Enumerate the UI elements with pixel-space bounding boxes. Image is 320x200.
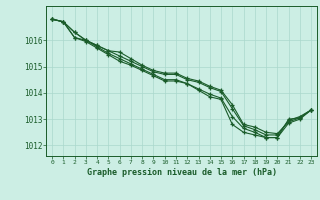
X-axis label: Graphe pression niveau de la mer (hPa): Graphe pression niveau de la mer (hPa) — [87, 168, 276, 177]
